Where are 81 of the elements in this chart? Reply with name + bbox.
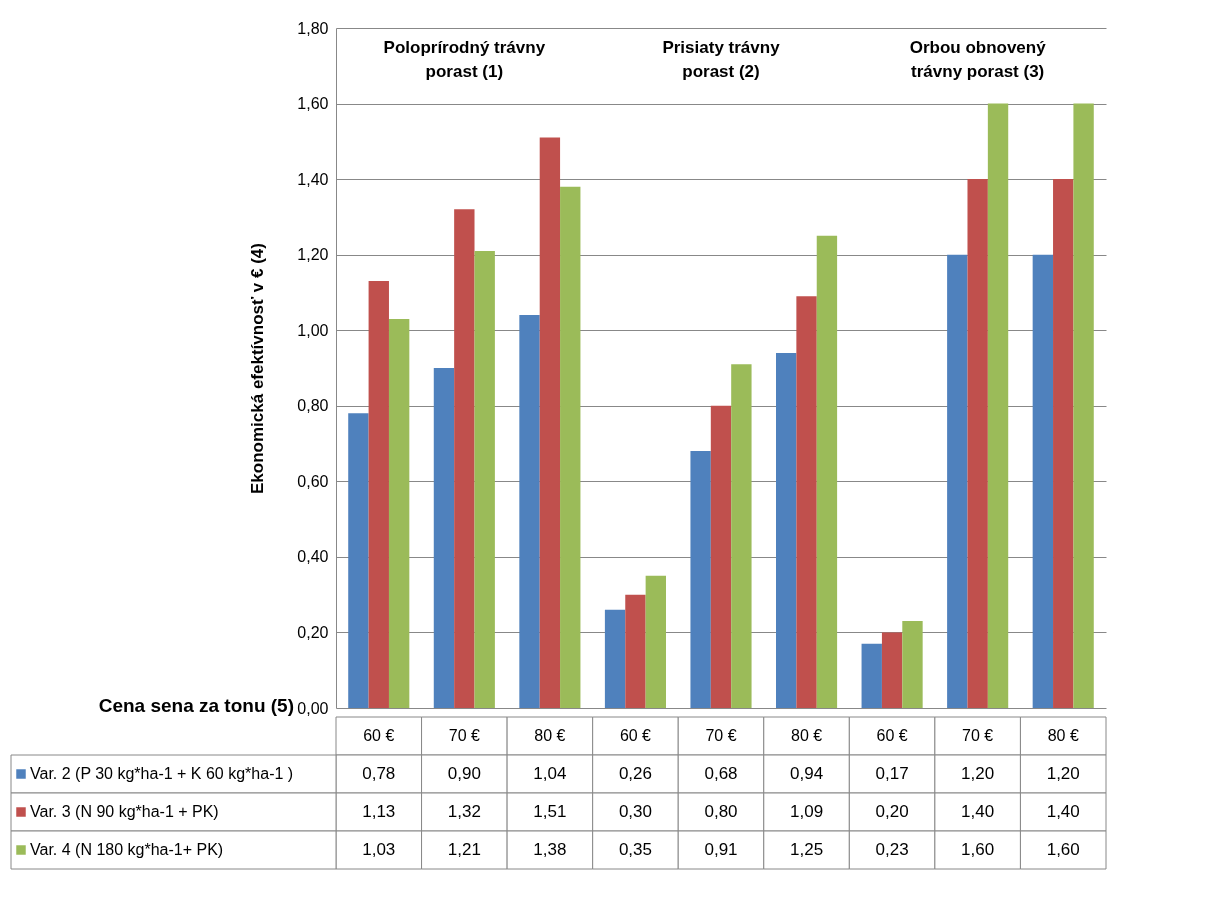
data-label: 0,30 (618, 802, 652, 821)
data-label: 1,40 (961, 802, 995, 821)
x-tick-label: 80 € (790, 727, 823, 744)
data-label: 0,17 (875, 764, 909, 783)
bar (967, 179, 988, 708)
y-tick-label: 0,00 (297, 699, 329, 717)
legend-label: Var. 3 (N 90 kg*ha-1 + PK) (30, 803, 219, 820)
x-tick-label: 70 € (962, 727, 994, 744)
data-label: 1,21 (447, 840, 481, 859)
data-label: 0,78 (362, 764, 396, 783)
bar (776, 352, 797, 708)
data-label: 1,51 (533, 802, 567, 821)
data-label: 1,20 (1046, 764, 1080, 783)
annotation: Prisiaty trávny porast (2) (662, 38, 781, 81)
data-label: 0,20 (875, 802, 909, 821)
bar (816, 235, 838, 708)
x-axis-title: Cena sena za tonu (5) (98, 695, 294, 716)
y-tick-label: 1,00 (297, 321, 329, 339)
bar (625, 594, 646, 708)
bar (902, 621, 923, 708)
bar (1073, 103, 1094, 708)
bar (348, 413, 369, 708)
bar (454, 209, 475, 708)
x-tick-label: 60 € (619, 727, 652, 744)
data-label: 0,35 (618, 840, 652, 859)
legend-label: Var. 2 (P 30 kg*ha-1 + K 60 kg*ha-1 ) (30, 765, 294, 782)
data-label: 0,23 (875, 840, 909, 859)
data-label: 1,09 (790, 802, 824, 821)
bar (987, 103, 1009, 708)
bar (604, 609, 626, 708)
x-tick-label: 60 € (876, 727, 908, 744)
bar (388, 318, 410, 708)
y-tick-label: 0,80 (297, 397, 329, 415)
y-axis-title: Ekonomická efektívnosť v € (4) (248, 243, 268, 494)
y-tick-label: 1,60 (297, 95, 329, 113)
y-tick-label: 0,40 (297, 548, 329, 566)
bar (731, 364, 752, 708)
annotation: Poloprírodný trávny porast (1) (383, 38, 546, 81)
data-label: 0,91 (704, 840, 738, 859)
y-tick-label: 1,40 (297, 170, 329, 188)
x-tick-label: 80 € (534, 727, 566, 744)
bar (690, 451, 711, 708)
bar (560, 186, 581, 708)
data-label: 0,68 (704, 764, 738, 783)
data-label: 1,38 (533, 840, 567, 859)
x-tick-label: 70 € (448, 727, 481, 744)
bar (947, 254, 968, 708)
y-tick-label: 1,80 (297, 19, 329, 37)
bar (368, 281, 389, 708)
data-label: 1,04 (533, 764, 567, 783)
bar (1032, 254, 1054, 708)
bar (710, 405, 732, 708)
data-label: 0,94 (790, 764, 824, 783)
data-label: 0,80 (704, 802, 738, 821)
data-label: 1,32 (447, 802, 481, 821)
y-tick-label: 0,60 (297, 472, 329, 490)
bar (881, 632, 903, 708)
bar (519, 315, 540, 708)
x-tick-label: 70 € (705, 727, 737, 744)
y-tick-label: 0,20 (297, 623, 329, 641)
data-label: 1,20 (961, 764, 995, 783)
data-label: 0,26 (618, 764, 652, 783)
data-label: 1,40 (1046, 802, 1080, 821)
data-label: 1,60 (1046, 840, 1080, 859)
bar (474, 250, 495, 708)
data-label: 1,25 (790, 840, 824, 859)
bar (1053, 179, 1074, 708)
bar (539, 137, 561, 708)
data-label: 1,60 (961, 840, 995, 859)
x-tick-label: 80 € (1047, 727, 1079, 744)
bar (645, 575, 666, 708)
y-tick-label: 1,20 (297, 246, 329, 264)
bar (433, 368, 455, 708)
legend-label: Var. 4 (N 180 kg*ha-1+ PK) (30, 841, 224, 858)
annotation: Orbou obnovený trávny porast (3) (909, 38, 1047, 81)
bar (861, 643, 882, 708)
x-tick-label: 60 € (363, 727, 395, 744)
data-label: 1,03 (362, 840, 396, 859)
data-label: 0,90 (447, 764, 481, 783)
data-label: 1,13 (362, 802, 396, 821)
bar (796, 296, 817, 708)
